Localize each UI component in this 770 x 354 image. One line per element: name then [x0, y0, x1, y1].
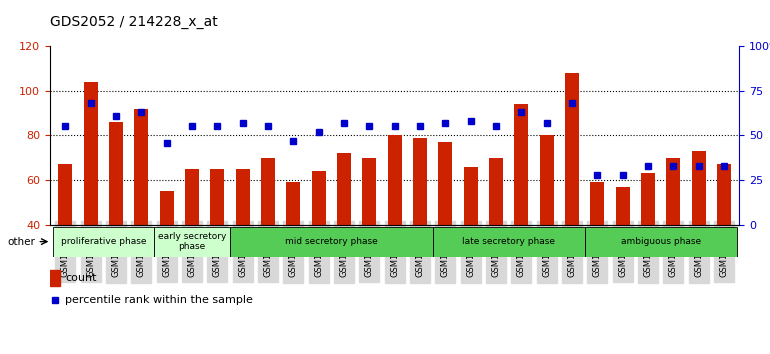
Bar	[337, 153, 351, 225]
Text: mid secretory phase: mid secretory phase	[285, 237, 377, 246]
Bar	[565, 73, 579, 225]
Text: count: count	[65, 273, 97, 282]
Bar	[363, 158, 377, 225]
Bar	[666, 158, 680, 225]
Bar	[717, 165, 731, 225]
Bar	[438, 142, 452, 225]
Bar	[134, 109, 149, 225]
Bar	[616, 187, 630, 225]
Text: GDS2052 / 214228_x_at: GDS2052 / 214228_x_at	[50, 15, 218, 29]
Bar	[691, 151, 705, 225]
Bar	[387, 135, 402, 225]
Bar	[210, 169, 224, 225]
Text: late secretory phase: late secretory phase	[462, 237, 555, 246]
Text: percentile rank within the sample: percentile rank within the sample	[65, 295, 253, 305]
Text: early secretory
phase: early secretory phase	[158, 232, 226, 251]
Text: proliferative phase: proliferative phase	[61, 237, 146, 246]
Bar	[591, 182, 604, 225]
Bar	[50, 270, 60, 286]
Bar	[59, 165, 72, 225]
Bar	[584, 227, 737, 257]
Bar	[433, 227, 584, 257]
Text: ambiguous phase: ambiguous phase	[621, 237, 701, 246]
Bar	[230, 227, 433, 257]
Bar	[154, 227, 230, 257]
Bar	[236, 169, 249, 225]
Bar	[464, 167, 477, 225]
Bar	[641, 173, 655, 225]
Bar	[84, 82, 98, 225]
Bar	[159, 191, 173, 225]
Bar	[489, 158, 503, 225]
Bar	[52, 227, 154, 257]
Bar	[514, 104, 528, 225]
Bar	[413, 138, 427, 225]
Bar	[109, 122, 123, 225]
Bar	[261, 158, 275, 225]
Bar	[540, 135, 554, 225]
Text: other: other	[7, 236, 35, 247]
Bar	[312, 171, 326, 225]
Bar	[185, 169, 199, 225]
Bar	[286, 182, 300, 225]
